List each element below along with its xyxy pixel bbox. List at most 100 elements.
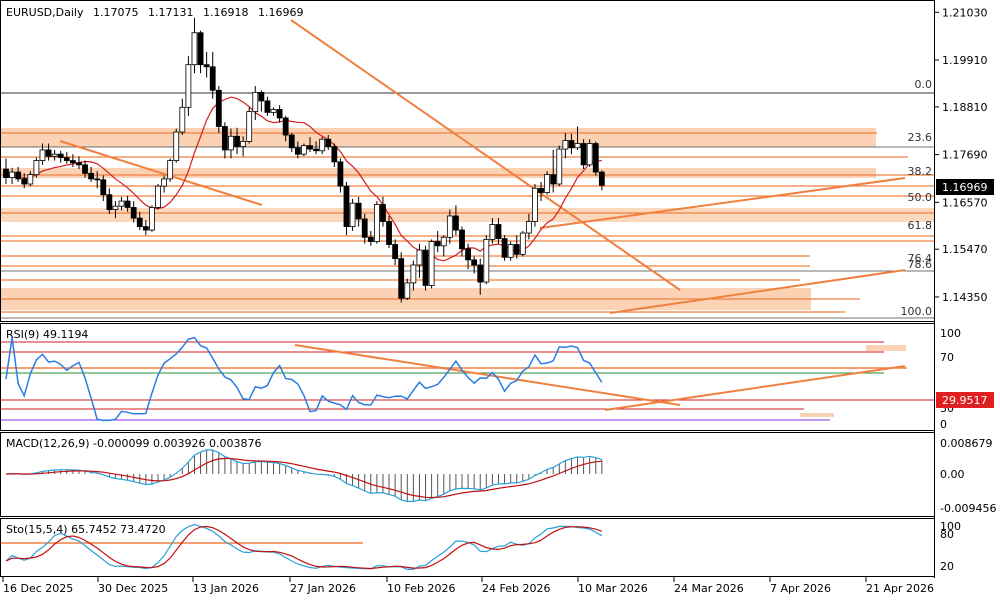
- rsi-tick-0: 0: [940, 418, 947, 431]
- candle-body: [313, 148, 319, 152]
- fib-label: 23.6: [908, 131, 933, 144]
- candle-body: [367, 236, 374, 242]
- candle-body: [459, 229, 465, 250]
- candle-body: [234, 135, 240, 147]
- candles: [3, 17, 605, 303]
- current-price-tag: 1.16969: [936, 179, 994, 195]
- candle-body: [3, 168, 9, 179]
- candle-body: [525, 221, 532, 234]
- candle-body: [185, 64, 192, 108]
- candle-body: [471, 259, 478, 266]
- candle-body: [446, 215, 453, 238]
- macd-tick-bottom: -0.009456: [940, 502, 996, 515]
- candle-body: [477, 264, 484, 283]
- candle-body: [355, 202, 362, 220]
- stochastic-label: Sto(15,5,4) 65.7452 73.4720: [6, 523, 166, 536]
- candle-body: [483, 239, 490, 283]
- supply-demand-zones: [1, 92, 934, 319]
- candle-body: [343, 185, 350, 228]
- candle-body: [27, 174, 34, 185]
- macd-signal-line: [5, 457, 602, 499]
- rsi-tick-100: 100: [940, 327, 961, 340]
- candle-body: [173, 131, 180, 161]
- candle-body: [167, 160, 174, 180]
- time-tick-label: 16 Dec 2025: [3, 582, 73, 595]
- macd-main-line: [5, 449, 602, 503]
- candle-body: [349, 202, 356, 228]
- candle-body: [69, 160, 76, 164]
- candle-body: [501, 238, 508, 258]
- fib-label: 100.0: [901, 305, 933, 318]
- macd-label: MACD(12,26,9) -0.000099 0.003926 0.00387…: [6, 437, 261, 450]
- candle-body: [179, 106, 186, 133]
- candle-body: [507, 244, 514, 258]
- candle-body: [82, 164, 88, 174]
- candle-body: [513, 244, 520, 255]
- macd-tick-zero: 0.00: [940, 468, 965, 481]
- stoch-tick-100: 100: [940, 520, 961, 533]
- time-tick-label: 24 Mar 2026: [674, 582, 744, 595]
- candle-body: [124, 200, 131, 208]
- candle-body: [532, 187, 538, 222]
- time-tick-label: 10 Feb 2026: [387, 582, 455, 595]
- candle-body: [422, 249, 429, 286]
- time-tick-label: 30 Dec 2025: [98, 582, 168, 595]
- candle-body: [63, 157, 70, 161]
- fibonacci-labels: 0.0 23.6 38.2 50.0 61.8 76.478.6 100.0: [901, 78, 933, 318]
- candle-body: [288, 134, 295, 149]
- time-tick-label: 10 Mar 2026: [578, 582, 648, 595]
- price-tick-label: 1.15470: [942, 243, 988, 256]
- price-tick-label: 1.17690: [942, 149, 988, 162]
- candle-body: [252, 91, 259, 112]
- time-tick-label: 21 Apr 2026: [866, 582, 934, 595]
- candle-body: [544, 174, 551, 193]
- candle-body: [136, 217, 143, 228]
- candle-body: [361, 218, 368, 238]
- candle-body: [45, 149, 52, 157]
- candle-body: [270, 109, 277, 113]
- candle-body: [519, 232, 526, 255]
- candle-body: [221, 126, 228, 151]
- candle-body: [489, 224, 496, 240]
- pane-frames: [0, 0, 935, 578]
- stoch-tick-80: 80: [940, 528, 954, 541]
- candle-body: [410, 264, 417, 284]
- rsi-marker-label: 29.9517: [942, 394, 988, 407]
- fib-label: 38.2: [908, 165, 933, 178]
- candle-body: [380, 204, 386, 222]
- fib-label: 50.0: [908, 191, 933, 204]
- candle-body: [568, 140, 575, 149]
- candle-body: [301, 145, 307, 155]
- candle-body: [215, 89, 222, 127]
- candle-body: [282, 117, 289, 136]
- candle-body: [434, 241, 441, 247]
- candle-body: [556, 148, 563, 185]
- candle-body: [592, 143, 599, 173]
- low-value: 1.16918: [203, 6, 249, 19]
- fib-label: 61.8: [908, 219, 933, 232]
- macd-pane: MACD(12,26,9) -0.000099 0.003926 0.00387…: [5, 437, 996, 515]
- candle-body: [21, 178, 28, 185]
- high-value: 1.17131: [148, 6, 194, 19]
- stoch-tick-20: 20: [940, 560, 954, 573]
- candle-body: [149, 207, 155, 231]
- candle-body: [319, 138, 326, 152]
- candle-body: [88, 172, 95, 180]
- candle-body: [550, 174, 557, 185]
- open-value: 1.17075: [93, 6, 139, 19]
- candle-body: [428, 241, 435, 286]
- candle-body: [465, 248, 471, 261]
- fib-label: 0.0: [915, 78, 933, 91]
- candle-body: [155, 185, 161, 208]
- symbol-label: EURUSD,Daily: [6, 6, 84, 19]
- price-tick-label: 1.16570: [942, 196, 988, 209]
- candle-body: [495, 224, 502, 239]
- candle-body: [598, 171, 605, 186]
- candle-body: [307, 145, 313, 150]
- chart-header: EURUSD,Daily 1.17075 1.17131 1.16918 1.1…: [6, 6, 303, 19]
- candle-body: [118, 200, 125, 207]
- candle-body: [76, 162, 82, 166]
- candle-body: [386, 221, 392, 245]
